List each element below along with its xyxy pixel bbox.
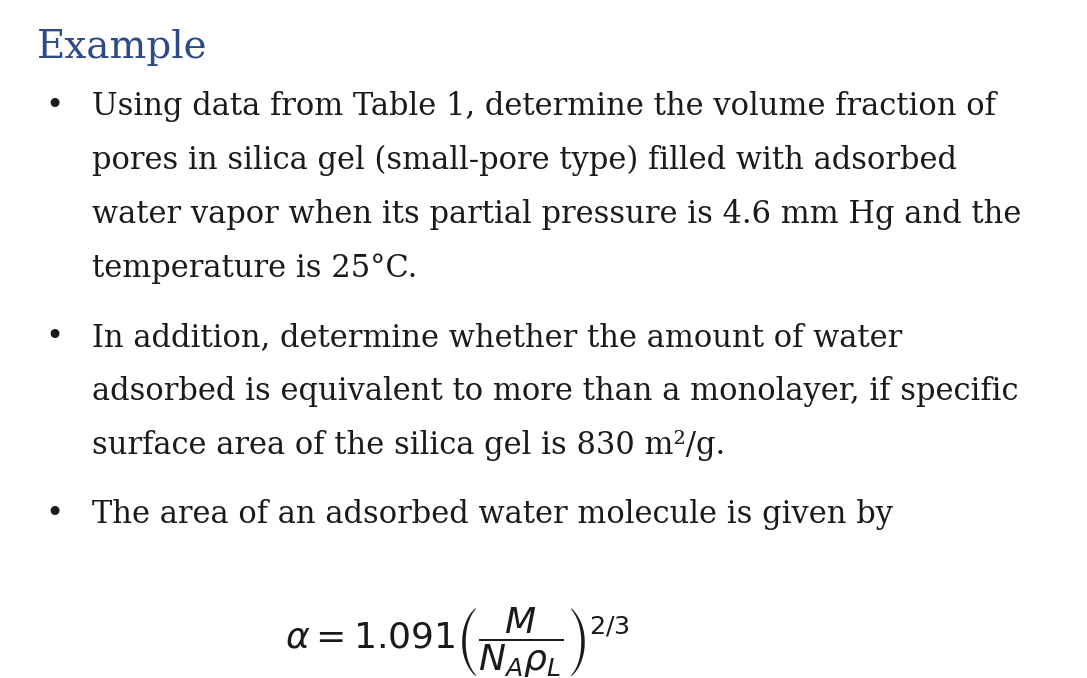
Text: pores in silica gel (small-pore type) filled with adsorbed: pores in silica gel (small-pore type) fi…	[91, 145, 957, 176]
Text: adsorbed is equivalent to more than a monolayer, if specific: adsorbed is equivalent to more than a mo…	[91, 376, 1019, 407]
Text: surface area of the silica gel is 830 m²/g.: surface area of the silica gel is 830 m²…	[91, 430, 725, 461]
Text: In addition, determine whether the amount of water: In addition, determine whether the amoun…	[91, 322, 902, 353]
Text: $\alpha = 1.091\left(\dfrac{M}{N_A \rho_L}\right)^{2/3}$: $\alpha = 1.091\left(\dfrac{M}{N_A \rho_…	[286, 605, 630, 678]
Text: temperature is 25°C.: temperature is 25°C.	[91, 253, 417, 284]
Text: Using data from Table 1, determine the volume fraction of: Using data from Table 1, determine the v…	[91, 91, 996, 122]
Text: The area of an adsorbed water molecule is given by: The area of an adsorbed water molecule i…	[91, 499, 892, 530]
Text: •: •	[46, 499, 64, 530]
Text: water vapor when its partial pressure is 4.6 mm Hg and the: water vapor when its partial pressure is…	[91, 199, 1021, 230]
Text: •: •	[46, 322, 64, 353]
Text: Example: Example	[37, 29, 208, 66]
Text: •: •	[46, 91, 64, 122]
